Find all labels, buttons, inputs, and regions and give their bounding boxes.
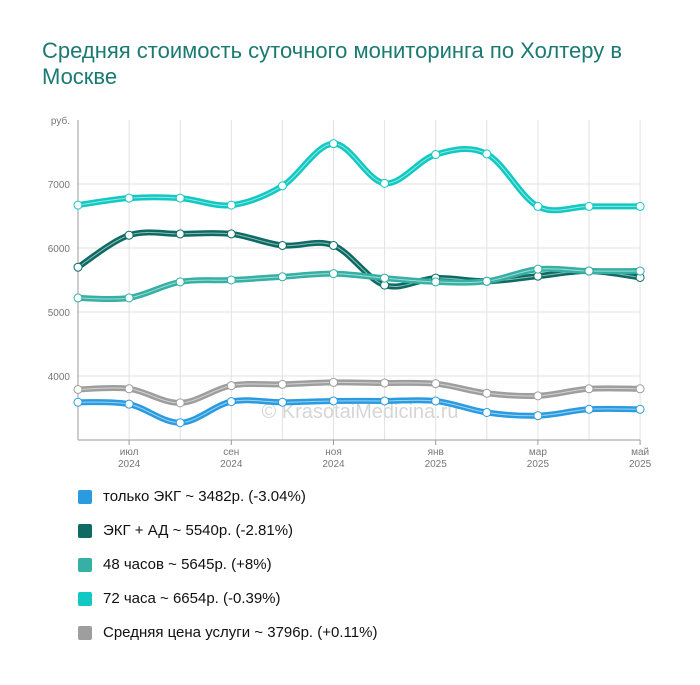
data-point [175,398,185,408]
legend-swatch [78,557,92,572]
data-point [482,407,492,417]
data-point [277,379,287,389]
x-tick-label-month: мар [529,447,547,458]
data-point [431,396,441,406]
line-chart: руб.4000500060007000июл2024сен2024ноя202… [48,115,652,470]
x-tick-label-year: 2024 [220,459,243,470]
data-point [482,388,492,398]
legend-swatch [78,489,92,504]
legend-item-ecg-bp[interactable]: ЭКГ + АД ~ 5540р. (-2.81%) [78,522,293,539]
legend-swatch [78,523,92,538]
data-point [329,377,338,387]
data-point [175,193,185,203]
data-point [124,293,134,303]
x-tick-label-year: 2025 [629,459,652,470]
x-tick-label-month: сен [223,447,239,458]
y-tick-label: 4000 [48,372,71,383]
data-point [635,384,645,394]
y-tick-label: 7000 [48,180,71,191]
legend-label: Средняя цена услуги ~ 3796р. (+0.11%) [103,624,378,641]
data-point [124,399,134,409]
data-point [533,264,543,274]
x-tick-label-month: июл [120,447,139,458]
data-point [380,178,390,188]
data-point [226,381,236,391]
data-point [329,139,338,149]
legend-swatch [78,591,92,606]
x-tick-label-year: 2025 [425,459,448,470]
data-point [175,277,185,287]
legend-item-48h[interactable]: 48 часов ~ 5645р. (+8%) [78,556,272,573]
series-3 [75,140,644,214]
data-point [533,411,543,421]
data-point [175,418,185,428]
data-point [431,150,441,160]
data-point [226,229,236,239]
data-point [635,404,645,414]
x-tick-label-month: ноя [325,447,342,458]
data-point [533,391,543,401]
data-point [533,201,543,211]
data-point [482,149,492,159]
series-line [75,140,644,214]
data-point [635,201,645,211]
data-point [73,397,83,407]
data-point [584,266,594,276]
data-point [431,379,441,389]
data-point [584,384,594,394]
legend-item-average[interactable]: Средняя цена услуги ~ 3796р. (+0.11%) [78,624,377,641]
watermark: © KrasotaiMedicina.ru [261,401,458,423]
data-point [124,193,134,203]
data-point [277,240,287,250]
data-point [124,230,134,240]
data-point [73,293,83,303]
data-point [635,266,645,276]
x-tick-label-month: янв [428,447,444,458]
x-tick-label-year: 2024 [322,459,345,470]
data-point [124,384,134,394]
data-point [226,397,236,407]
data-point [380,273,390,283]
data-point [329,240,338,250]
x-tick-label-year: 2025 [527,459,550,470]
data-point [329,396,338,406]
x-tick-label-year: 2024 [118,459,141,470]
data-point [431,277,441,287]
data-point [73,262,83,272]
data-point [380,396,390,406]
legend-item-72h[interactable]: 72 часа ~ 6654р. (-0.39%) [78,590,281,607]
legend-label: ЭКГ + АД ~ 5540р. (-2.81%) [103,522,294,539]
chart-title: Средняя стоимость суточного мониторинга … [42,38,623,89]
data-point [226,200,236,210]
x-tick-label-month: май [631,447,649,458]
data-point [380,378,390,388]
y-axis-unit: руб. [51,115,70,127]
y-tick-label: 5000 [48,308,71,319]
data-point [584,404,594,414]
series-line-highlight [77,143,641,211]
data-point [277,181,287,191]
legend-label: 48 часов ~ 5645р. (+8%) [103,556,272,573]
legend-label: 72 часа ~ 6654р. (-0.39%) [103,590,281,607]
legend-swatch [78,625,92,640]
data-point [73,200,83,210]
data-point [277,397,287,407]
legend-item-ecg-only[interactable]: только ЭКГ ~ 3482р. (-3.04%) [78,488,306,505]
data-point [175,229,185,239]
data-point [226,275,236,285]
data-point [329,269,338,279]
data-point [482,276,492,286]
y-tick-label: 6000 [48,244,71,255]
data-point [73,384,83,394]
data-point [277,272,287,282]
data-point [584,201,594,211]
legend-label: только ЭКГ ~ 3482р. (-3.04%) [103,488,306,505]
